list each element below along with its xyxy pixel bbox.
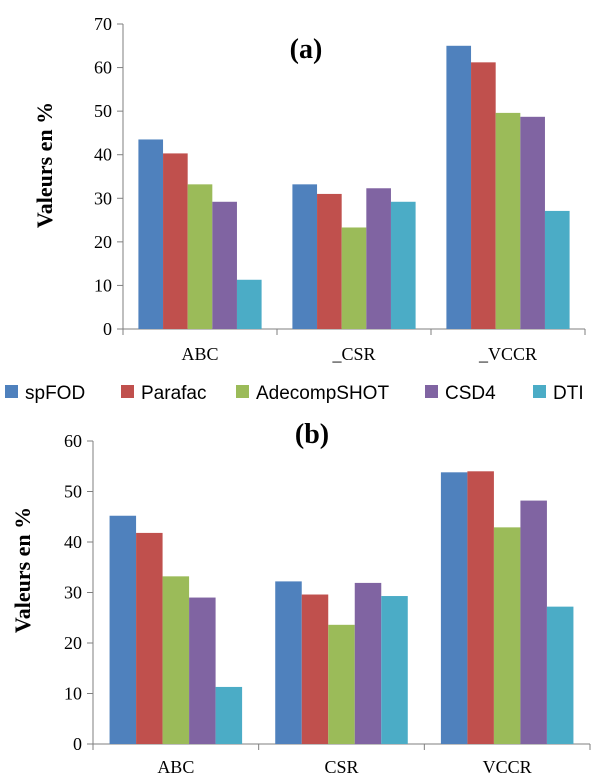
chart-b-bar bbox=[275, 581, 302, 744]
chart-a-bar bbox=[520, 116, 545, 329]
chart-b-bar bbox=[520, 500, 547, 744]
legend-entry: Parafac bbox=[141, 383, 206, 404]
chart-b: Valeurs en % (b) 0 10 20 30 40 50 60 ABC CSR VCCR bbox=[10, 419, 591, 777]
chart-a-bar bbox=[471, 62, 496, 329]
legend-entry: AdecompSHOT bbox=[256, 383, 389, 404]
chart-b-y-tick-label: 50 bbox=[64, 482, 82, 502]
chart-b-y-tick-label: 30 bbox=[64, 583, 82, 603]
chart-a-bar bbox=[544, 210, 570, 329]
chart-a-category-label: _VCCR bbox=[478, 344, 537, 364]
chart-b-y-tick-label: 20 bbox=[64, 633, 82, 653]
legend-entry: spFOD bbox=[25, 383, 85, 404]
chart-a-bar bbox=[212, 201, 237, 329]
chart-b-bar bbox=[136, 532, 163, 744]
chart-a-bar bbox=[292, 184, 318, 329]
chart-a-y-tick-label: 0 bbox=[103, 319, 112, 339]
legend-swatch bbox=[121, 385, 134, 398]
chart-a-y-tick-label: 60 bbox=[94, 58, 112, 78]
chart-b-y-tick-label: 40 bbox=[64, 532, 82, 552]
chart-b-bar bbox=[493, 527, 521, 744]
legend-swatch bbox=[425, 385, 438, 398]
chart-a-bar bbox=[495, 112, 521, 329]
chart-a-bar bbox=[163, 153, 188, 329]
chart-a-y-tick-label: 70 bbox=[94, 14, 112, 34]
chart-a-y-tick-label: 50 bbox=[94, 101, 112, 121]
chart-a-bar bbox=[187, 184, 213, 329]
chart-b-bar bbox=[467, 471, 494, 744]
chart-a-y-tick-label: 20 bbox=[94, 232, 112, 252]
legend-entry: DTI bbox=[553, 383, 584, 404]
chart-a-y-tick-label: 30 bbox=[94, 188, 112, 208]
chart-a-bar bbox=[366, 188, 391, 329]
chart-b-bar bbox=[546, 606, 574, 744]
legend-swatch bbox=[236, 385, 249, 398]
chart-b-ylabel: Valeurs en % bbox=[10, 507, 35, 633]
chart-a: Valeurs en % (a) 0 10 20 30 40 50 60 70 ABC _CSR _… bbox=[32, 14, 586, 364]
chart-b-bar bbox=[215, 686, 243, 744]
chart-a-ylabel: Valeurs en % bbox=[32, 102, 57, 228]
chart-b-category-label: CSR bbox=[324, 757, 358, 777]
chart-a-bar bbox=[317, 193, 342, 329]
chart-a-bar bbox=[390, 201, 416, 329]
chart-b-y-tick-label: 0 bbox=[73, 734, 82, 754]
chart-a-bar bbox=[341, 227, 367, 329]
chart-a-y-tick-label: 10 bbox=[94, 275, 112, 295]
chart-a-y-tick-label: 40 bbox=[94, 145, 112, 165]
chart-a-category-label: ABC bbox=[181, 344, 218, 364]
chart-b-bar bbox=[162, 576, 190, 744]
chart-b-category-label: ABC bbox=[157, 757, 194, 777]
legend-swatch bbox=[5, 385, 18, 398]
legend: spFOD Parafac AdecompSHOT CSD4 DTI bbox=[5, 383, 584, 404]
chart-b-bar bbox=[440, 472, 468, 744]
legend-swatch bbox=[533, 385, 546, 398]
chart-b-bar bbox=[109, 515, 137, 744]
chart-a-bar bbox=[446, 45, 472, 330]
chart-b-bar bbox=[189, 597, 216, 744]
chart-b-y-tick-label: 10 bbox=[64, 684, 82, 704]
chart-a-bar bbox=[138, 139, 164, 329]
chart-b-bar bbox=[354, 582, 382, 744]
chart-a-category-label: _CSR bbox=[331, 344, 375, 364]
legend-entry: CSD4 bbox=[445, 383, 496, 404]
chart-a-title: (a) bbox=[290, 34, 323, 65]
chart-b-category-label: VCCR bbox=[483, 757, 532, 777]
chart-b-bar bbox=[328, 624, 355, 744]
chart-b-title: (b) bbox=[295, 419, 329, 450]
chart-b-bar bbox=[381, 596, 408, 744]
chart-b-bar bbox=[301, 594, 329, 744]
chart-b-y-tick-label: 60 bbox=[64, 431, 82, 451]
chart-a-bar bbox=[236, 279, 262, 329]
